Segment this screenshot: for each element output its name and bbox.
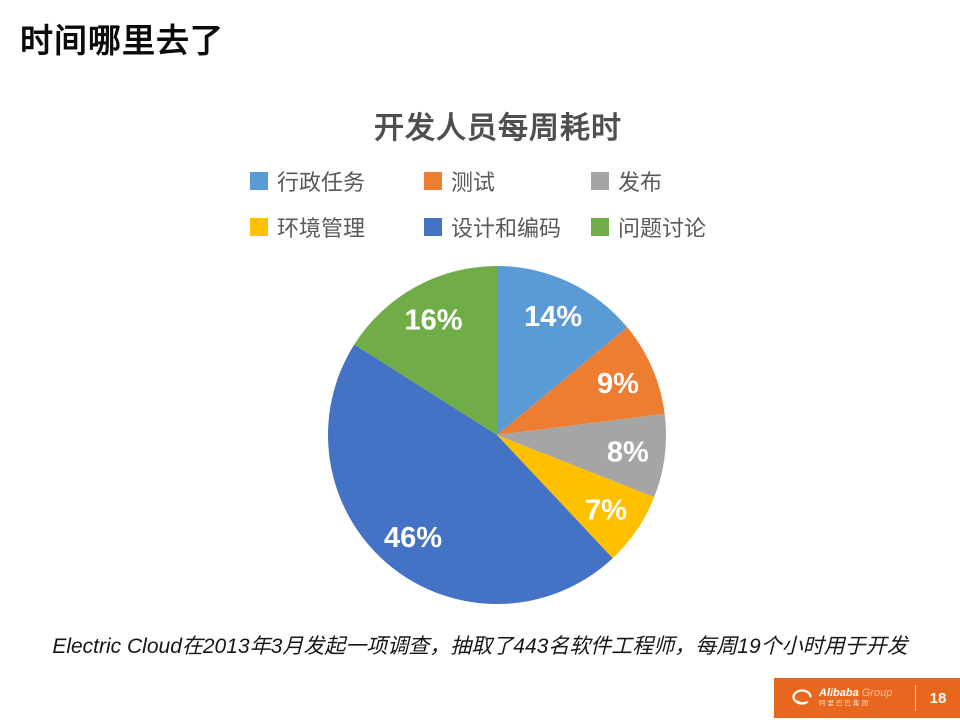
pie-slice-3 [497,435,655,559]
pie-label-2: 8% [607,437,649,469]
pie-label-1: 9% [597,368,639,400]
legend-label-issue-discussion: 问题讨论 [618,216,707,241]
legend-label-admin-tasks: 行政任务 [277,170,366,195]
caption: Electric Cloud在2013年3月发起一项调查，抽取了443名软件工程… [52,635,908,658]
legend-item-env-management: 环境管理 [250,215,365,241]
legend-label-release: 发布 [618,170,663,195]
pie-label-5: 16% [404,305,462,337]
chart-title: 开发人员每周耗时 [374,112,622,145]
pie-slice-0 [497,266,628,435]
pie-label-0: 14% [524,301,582,333]
legend-swatch-release [591,172,609,190]
pie-label-4: 46% [384,522,442,554]
alibaba-smile-icon [792,689,812,705]
legend-swatch-testing [424,172,442,190]
legend-item-testing: 测试 [424,169,495,195]
legend-swatch-issue-discussion [591,218,609,236]
legend-label-design-coding: 设计和编码 [451,216,562,241]
legend-item-admin-tasks: 行政任务 [250,169,365,195]
footer-bar: Alibaba Group 阿里巴巴集团 18 [774,678,960,718]
pie-slice-2 [497,413,667,498]
legend-label-testing: 测试 [451,170,496,195]
pie-slice-1 [497,327,665,435]
brand-subtitle: 阿里巴巴集团 [819,700,870,708]
footer-divider [915,685,916,711]
pie-slice-5 [354,266,497,435]
pie-chart: 14% 9% 8% 7% 46% 16% [328,266,667,605]
legend-swatch-admin-tasks [250,172,268,190]
legend-item-design-coding: 设计和编码 [424,215,561,241]
pie-label-3: 7% [585,494,627,526]
legend-item-release: 发布 [591,169,662,195]
legend-label-env-management: 环境管理 [277,216,366,241]
legend-item-issue-discussion: 问题讨论 [591,215,706,241]
brand-name: Alibaba [819,687,859,700]
legend-swatch-env-management [250,218,268,236]
alibaba-logo: Alibaba Group 阿里巴巴集团 [790,688,915,708]
pie-slice-4 [328,344,613,605]
slide-title: 时间哪里去了 [20,22,224,59]
page-number: 18 [929,689,947,707]
brand-suffix: Group [861,687,893,700]
legend-swatch-design-coding [424,218,442,236]
alibaba-logo-text: Alibaba Group 阿里巴巴集团 [819,688,892,708]
